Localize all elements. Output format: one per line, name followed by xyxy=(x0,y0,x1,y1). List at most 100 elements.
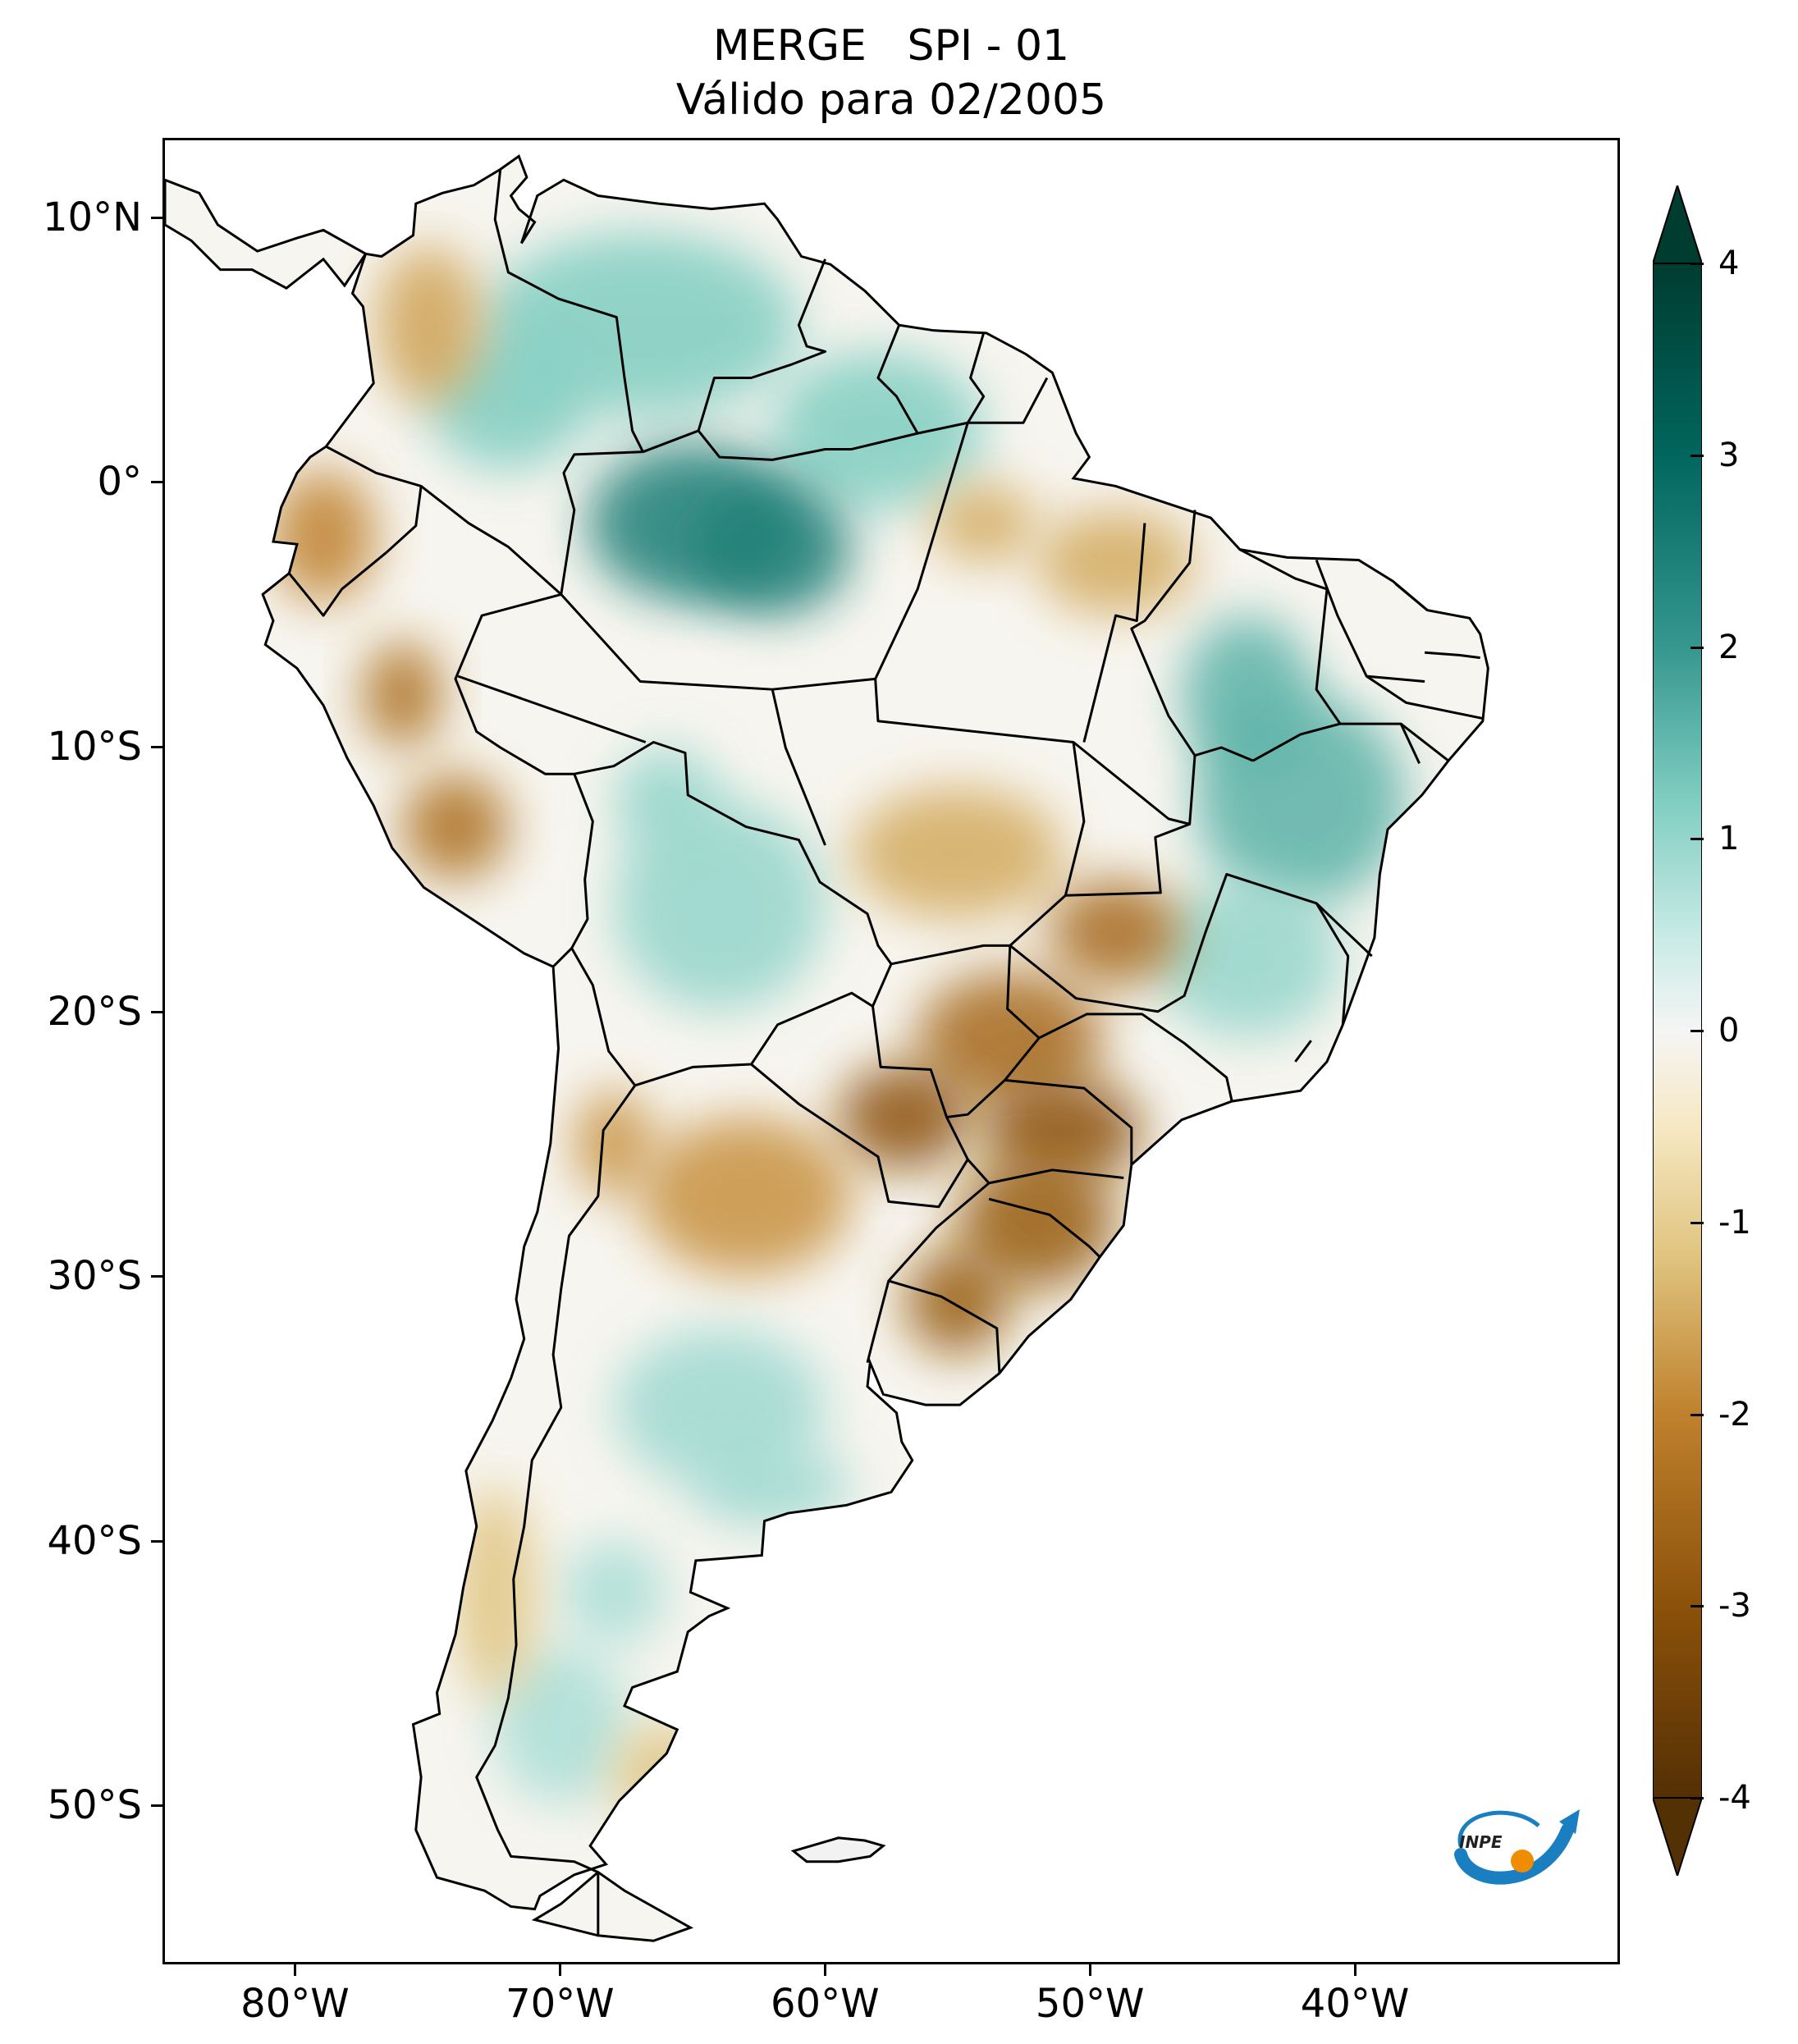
longitude-tick-label: 70°W xyxy=(506,1981,615,2027)
anomaly-blob xyxy=(957,1156,1116,1289)
falkland-islands xyxy=(790,1836,886,1863)
border-line xyxy=(876,324,919,434)
anomaly-blob xyxy=(693,483,852,616)
border-line xyxy=(288,445,423,617)
spi-anomaly-field xyxy=(270,232,1407,1831)
anomaly-blob xyxy=(270,470,377,603)
inpe-logo-text: INPE xyxy=(1459,1832,1503,1852)
border-line xyxy=(420,485,562,596)
colorbar-tick-label: -3 xyxy=(1718,1587,1751,1626)
political-borders xyxy=(288,169,1484,1936)
latitude-tick-label: 50°S xyxy=(47,1782,142,1829)
colorbar-tick-label: -4 xyxy=(1718,1779,1751,1817)
border-line xyxy=(560,422,969,691)
longitude-tick xyxy=(1354,1964,1357,1976)
longitude-tick-label: 40°W xyxy=(1300,1981,1410,2027)
border-line xyxy=(552,773,594,968)
longitude-tick xyxy=(1089,1964,1092,1976)
longitude-tick-label: 80°W xyxy=(240,1981,350,2027)
latitude-tick-label: 10°S xyxy=(47,724,142,770)
border-line xyxy=(454,592,574,775)
anomaly-blob xyxy=(640,1117,852,1276)
map-title: MERGE SPI - 01 xyxy=(712,21,1070,71)
anomaly-blob xyxy=(376,245,483,405)
latitude-tick xyxy=(151,1539,162,1543)
colorbar-tick xyxy=(1690,1030,1704,1032)
colorbar-tick-label: -2 xyxy=(1718,1395,1751,1434)
anomaly-blob xyxy=(772,351,984,510)
colorbar-tick xyxy=(1690,1605,1704,1608)
colorbar-tick-label: 0 xyxy=(1718,1012,1740,1049)
colorbar-tick-label: -1 xyxy=(1718,1203,1751,1241)
longitude-tick xyxy=(559,1964,562,1976)
anomaly-blob xyxy=(931,483,1037,563)
anomaly-blob xyxy=(693,1447,852,1527)
anomaly-blob xyxy=(1155,879,1341,1038)
border-line xyxy=(1130,510,1254,762)
latitude-tick-label: 40°S xyxy=(47,1517,142,1564)
border-line xyxy=(888,1279,1001,1374)
border-line xyxy=(475,1084,637,1873)
land-area xyxy=(165,154,1489,1942)
border-line xyxy=(1082,523,1146,743)
border-line xyxy=(1004,1078,1133,1165)
border-line xyxy=(570,947,874,1087)
border-line xyxy=(1239,548,1342,762)
inpe-logo: INPE xyxy=(1454,1809,1580,1885)
border-line xyxy=(1366,674,1484,720)
latitude-tick xyxy=(151,1010,162,1013)
latitude-tick-label: 30°S xyxy=(47,1253,142,1300)
anomaly-blob xyxy=(917,972,1103,1104)
anomaly-blob xyxy=(455,1486,535,1699)
border-line xyxy=(1424,651,1480,660)
anomaly-blob xyxy=(574,1091,654,1196)
border-line xyxy=(1394,583,1429,611)
border-line xyxy=(1399,723,1421,764)
border-line xyxy=(967,332,986,424)
latitude-tick xyxy=(151,481,162,484)
border-line xyxy=(866,1158,991,1364)
anomaly-blob xyxy=(1182,615,1314,775)
colorbar-tick-label: 3 xyxy=(1718,436,1740,474)
border-line xyxy=(457,674,647,743)
anomaly-blob xyxy=(495,1644,628,1804)
latitude-tick-label: 20°S xyxy=(47,988,142,1035)
anomaly-blob xyxy=(904,1249,1010,1355)
colorbar-tick-label: 4 xyxy=(1718,245,1740,282)
border-line xyxy=(1065,822,1191,897)
border-line xyxy=(988,1197,1101,1258)
spi-map xyxy=(165,154,1489,1942)
anomaly-blob xyxy=(614,1724,720,1831)
longitude-tick-label: 50°W xyxy=(1035,1981,1145,2027)
border-line xyxy=(574,741,893,1007)
border-line xyxy=(560,450,643,595)
colorbar-tick xyxy=(1690,263,1704,265)
anomaly-blob xyxy=(363,642,442,748)
border-line xyxy=(1009,872,1373,1013)
border-line xyxy=(1073,741,1196,825)
border-line xyxy=(771,688,826,846)
colorbar-extend-min xyxy=(1653,1797,1702,1876)
longitude-tick xyxy=(824,1964,827,1976)
colorbar-tick xyxy=(1690,454,1704,457)
border-line xyxy=(871,1006,969,1160)
anomaly-blob xyxy=(614,800,826,1012)
latitude-tick xyxy=(151,216,162,219)
border-line xyxy=(946,945,1041,1118)
latitude-tick xyxy=(151,1275,162,1278)
longitude-tick xyxy=(294,1964,297,1976)
colorbar-tick xyxy=(1690,646,1704,649)
colorbar-tick xyxy=(1690,1797,1704,1799)
colorbar-tick xyxy=(1690,1221,1704,1224)
border-line xyxy=(493,169,644,453)
border-line xyxy=(1294,1040,1312,1063)
longitude-tick-label: 60°W xyxy=(770,1981,880,2027)
border-line xyxy=(1038,1013,1233,1102)
anomaly-blob xyxy=(1050,879,1183,985)
colorbar-tick xyxy=(1690,1413,1704,1416)
border-line xyxy=(988,1168,1124,1185)
border-line xyxy=(1315,903,1350,1025)
border-line xyxy=(750,1063,969,1209)
latitude-tick xyxy=(151,746,162,748)
map-subtitle: Válido para 02/2005 xyxy=(675,75,1107,125)
